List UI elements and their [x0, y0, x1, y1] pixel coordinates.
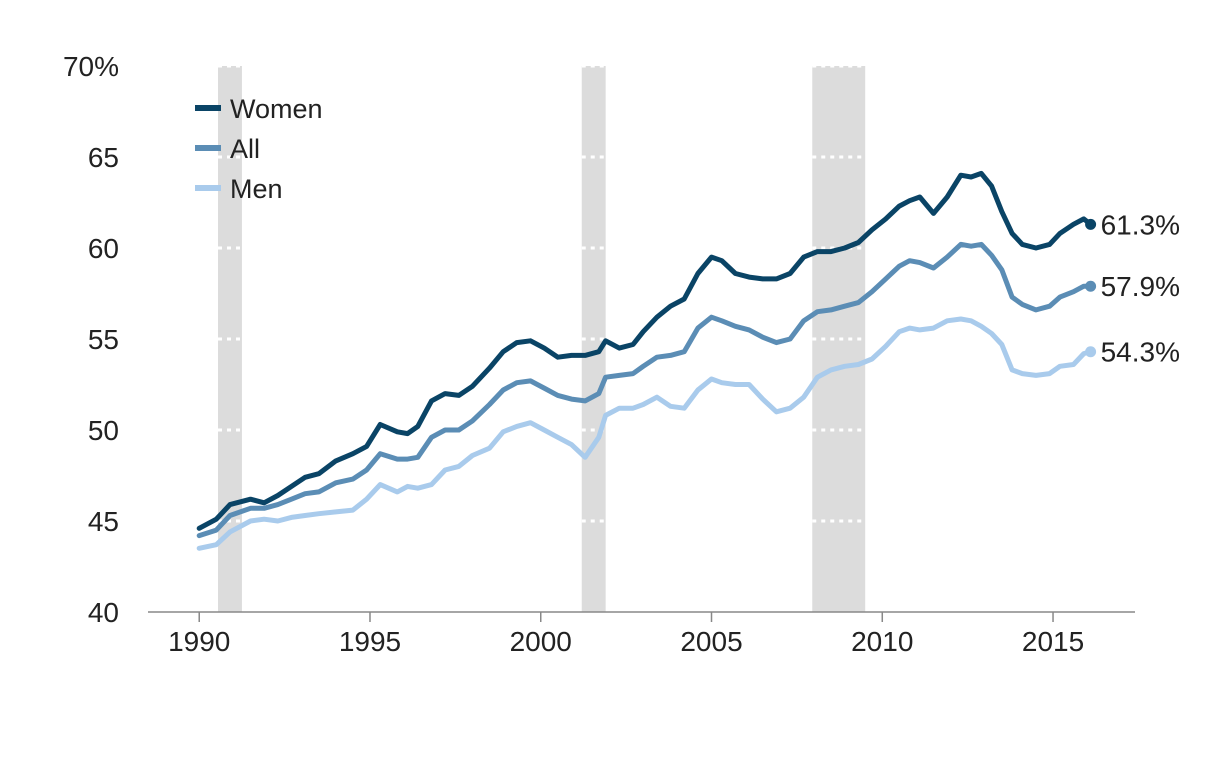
recession-band [812, 66, 866, 612]
y-tick-label: 55 [88, 324, 119, 355]
x-tick-label: 2015 [1022, 626, 1084, 657]
y-tick-label: 50 [88, 415, 119, 446]
legend-label-men: Men [230, 174, 283, 204]
legend-label-women: Women [230, 94, 323, 124]
y-tick-label: 65 [88, 142, 119, 173]
y-tick-label: 45 [88, 506, 119, 537]
end-point-men [1085, 346, 1097, 358]
x-tick-label: 2010 [851, 626, 913, 657]
end-label-women: 61.3% [1101, 209, 1180, 240]
x-tick-label: 2005 [680, 626, 742, 657]
end-point-women [1085, 218, 1097, 230]
end-label-all: 57.9% [1101, 271, 1180, 302]
x-axis-tick-labels: 1990 1995 2000 2005 2010 2015 [168, 612, 1084, 657]
series-line-women [196, 170, 1094, 531]
x-tick-label: 1990 [168, 626, 230, 657]
series-end-labels: 61.3% 57.9% 54.3% [1101, 209, 1180, 367]
y-tick-label: 40 [88, 597, 119, 628]
y-tick-label: 70% [63, 51, 119, 82]
series-line-all [196, 241, 1094, 539]
series-line-men [196, 316, 1094, 551]
series-lines [196, 170, 1097, 551]
end-point-all [1085, 280, 1097, 292]
y-tick-label: 60 [88, 233, 119, 264]
legend-label-all: All [230, 134, 260, 164]
recession-bands [218, 66, 866, 612]
x-tick-label: 1995 [339, 626, 401, 657]
end-label-men: 54.3% [1101, 337, 1180, 368]
gridlines [218, 64, 866, 523]
x-tick-label: 2000 [510, 626, 572, 657]
y-axis-tick-labels: 40 45 50 55 60 65 70% [63, 51, 119, 628]
legend: Women All Men [195, 94, 323, 204]
